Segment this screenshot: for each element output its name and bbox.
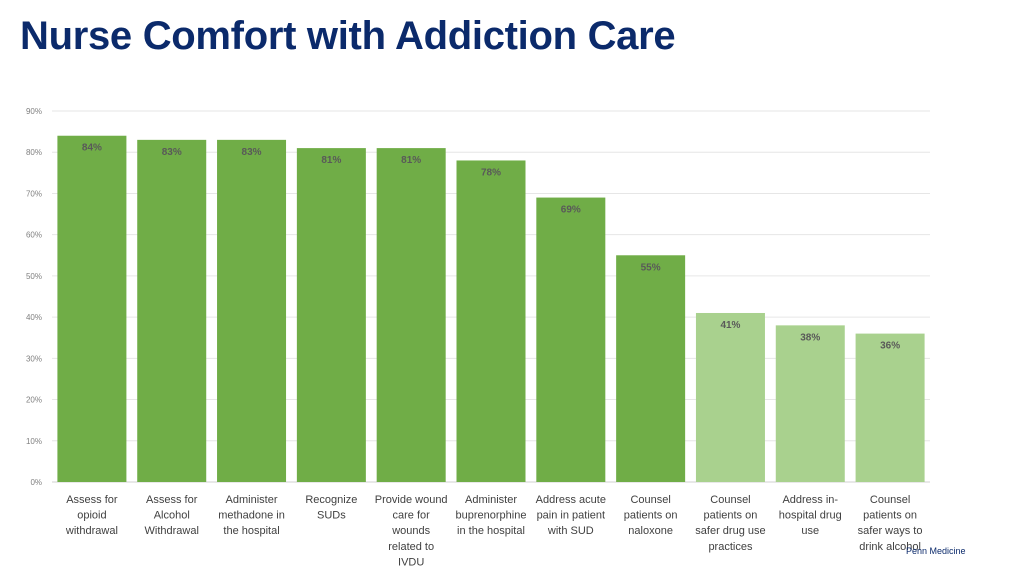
x-tick-label: patients on <box>863 510 917 522</box>
page-title: Nurse Comfort with Addiction Care <box>20 14 676 58</box>
x-tick-label: methadone in <box>218 510 285 522</box>
x-tick-label: Counsel <box>870 494 910 506</box>
x-tick-label: hospital drug <box>779 510 842 522</box>
bar <box>775 325 845 482</box>
x-tick-label: safer drug use <box>695 525 765 537</box>
data-label: 83% <box>242 147 262 158</box>
data-label: 81% <box>321 155 341 166</box>
y-tick-label: 10% <box>26 437 42 446</box>
x-tick-label: practices <box>708 541 753 553</box>
x-tick-label: SUDs <box>317 510 346 522</box>
x-tick-label: Administer <box>226 494 278 506</box>
x-tick-label: patients on <box>624 510 678 522</box>
x-tick-label: withdrawal <box>65 525 118 537</box>
y-tick-label: 80% <box>26 148 42 157</box>
y-tick-label: 0% <box>30 478 42 487</box>
bar <box>296 148 366 482</box>
x-tick-label: Provide wound <box>375 494 448 506</box>
x-tick-label: wounds <box>391 525 430 537</box>
x-tick-label: Counsel <box>630 494 670 506</box>
x-tick-label: naloxone <box>628 525 673 537</box>
x-tick-label: Assess for <box>66 494 118 506</box>
x-tick-label: with SUD <box>547 525 594 537</box>
x-tick-label: use <box>801 525 819 537</box>
bars <box>57 135 925 483</box>
data-label: 69% <box>561 205 581 216</box>
bar <box>57 135 127 482</box>
y-tick-label: 60% <box>26 231 42 240</box>
data-label: 55% <box>641 262 661 273</box>
x-tick-label: buprenorphine <box>456 510 527 522</box>
data-labels: 84% 83% 83% 81% 81% 78% 69% 55% 41% 38% 36% <box>82 143 900 352</box>
x-tick-label: drink alcohol <box>859 541 921 553</box>
data-label: 36% <box>880 341 900 352</box>
data-label: 84% <box>82 143 102 154</box>
x-tick-label: patients on <box>704 510 758 522</box>
y-axis-tick-labels: 0% 10% 20% 30% 40% 50% 60% 70% 80% 90% <box>26 107 42 487</box>
x-tick-label: Assess for <box>146 494 198 506</box>
y-tick-label: 50% <box>26 272 42 281</box>
x-tick-label: safer ways to <box>858 525 923 537</box>
data-label: 38% <box>800 332 820 343</box>
y-tick-label: 30% <box>26 354 42 363</box>
bar <box>137 139 207 482</box>
x-tick-label: Alcohol <box>154 510 190 522</box>
x-tick-label: the hospital <box>223 525 279 537</box>
x-tick-label: related to <box>388 541 434 553</box>
y-tick-label: 40% <box>26 313 42 322</box>
x-tick-label: Administer <box>465 494 517 506</box>
x-tick-label: care for <box>393 510 431 522</box>
bar <box>695 312 765 482</box>
y-tick-label: 20% <box>26 396 42 405</box>
x-tick-label: Counsel <box>710 494 750 506</box>
bar <box>616 255 686 482</box>
footer-logo-text: Penn Medicine <box>906 546 966 556</box>
data-label: 78% <box>481 167 501 178</box>
bar <box>855 333 925 482</box>
bar <box>376 148 446 482</box>
x-tick-label: Address in- <box>782 494 838 506</box>
bar <box>217 139 287 482</box>
y-tick-label: 90% <box>26 107 42 116</box>
data-label: 41% <box>720 320 740 331</box>
y-tick-label: 70% <box>26 189 42 198</box>
x-tick-label: IVDU <box>398 556 424 568</box>
x-tick-label: pain in patient <box>537 510 606 522</box>
bar <box>456 160 526 482</box>
bar <box>536 197 606 483</box>
x-tick-label: Withdrawal <box>145 525 199 537</box>
x-tick-label: in the hospital <box>457 525 525 537</box>
x-tick-label: opioid <box>77 510 106 522</box>
x-tick-label: Recognize <box>305 494 357 506</box>
x-axis-category-labels: Assess for opioid withdrawal Assess for Alco… <box>65 494 923 568</box>
data-label: 83% <box>162 147 182 158</box>
x-tick-label: Address acute <box>536 494 606 506</box>
data-label: 81% <box>401 155 421 166</box>
